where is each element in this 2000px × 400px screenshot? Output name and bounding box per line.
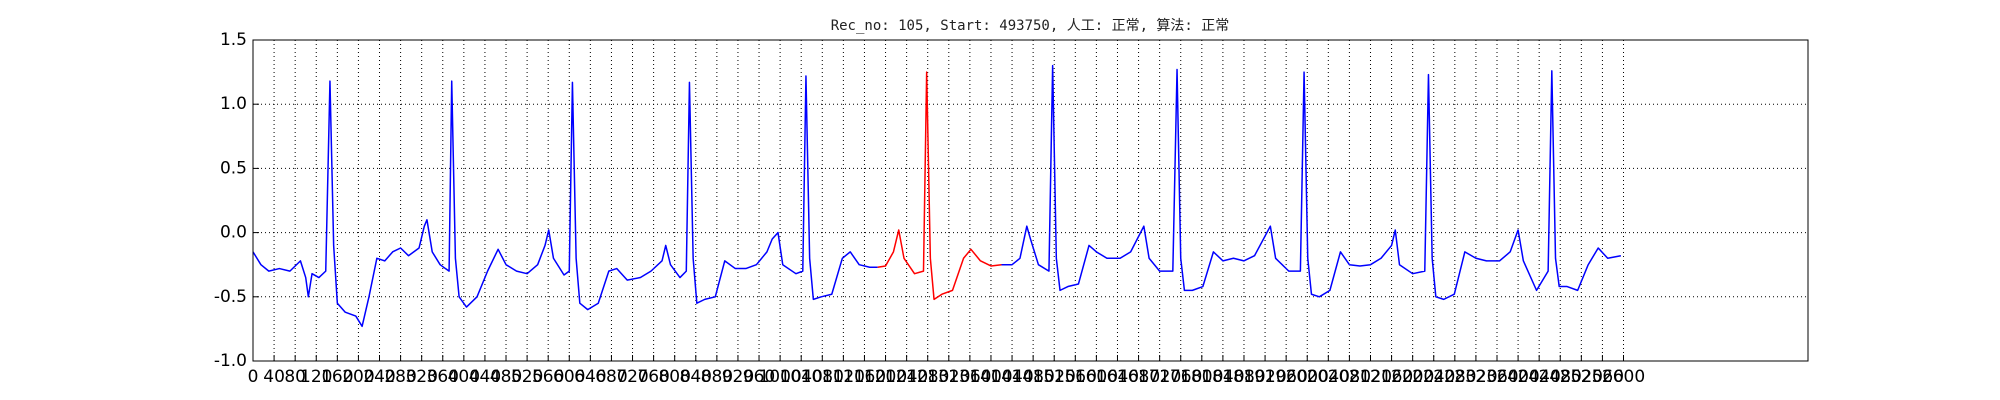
x-tick-label: 2120 xyxy=(1349,367,1392,387)
x-tick-label: 1920 xyxy=(1243,367,1286,387)
x-tick-label: 360 xyxy=(427,367,459,387)
x-tick-label: 240 xyxy=(363,367,395,387)
y-tick-label: -1.0 xyxy=(214,351,247,371)
x-tick-label: 1880 xyxy=(1222,367,1265,387)
x-tick-label: 480 xyxy=(490,367,522,387)
x-tick-label: 40 xyxy=(263,367,285,387)
x-tick-label: 2520 xyxy=(1560,367,1603,387)
x-tick-label: 560 xyxy=(532,367,564,387)
x-tick-label: 2600 xyxy=(1602,367,1645,387)
x-tick-label: 2040 xyxy=(1307,367,1350,387)
y-tick-label: 0.0 xyxy=(220,223,247,243)
x-tick-label: 1200 xyxy=(864,367,907,387)
x-tick-label: 1680 xyxy=(1117,367,1160,387)
x-tick-label: 1640 xyxy=(1096,367,1139,387)
x-tick-label: 1000 xyxy=(758,367,801,387)
x-tick-label: 1080 xyxy=(801,367,844,387)
x-tick-label: 960 xyxy=(743,367,775,387)
x-tick-label: 880 xyxy=(701,367,733,387)
x-tick-label: 1320 xyxy=(927,367,970,387)
x-tick-label: 2160 xyxy=(1370,367,1413,387)
x-tick-label: 2320 xyxy=(1454,367,1497,387)
y-tick-label: 1.5 xyxy=(220,30,247,50)
x-tick-label: 440 xyxy=(469,367,501,387)
x-tick-label: 1160 xyxy=(843,367,886,387)
y-tick-label: 0.5 xyxy=(220,158,247,178)
x-tick-label: 2080 xyxy=(1328,367,1371,387)
x-tick-label: 0 xyxy=(248,367,259,387)
x-tick-label: 1120 xyxy=(822,367,865,387)
x-tick-label: 120 xyxy=(300,367,332,387)
x-tick-label: 1240 xyxy=(885,367,928,387)
x-tick-label: 1720 xyxy=(1138,367,1181,387)
x-tick-label: 2560 xyxy=(1581,367,1624,387)
x-tick-label: 1280 xyxy=(906,367,949,387)
x-tick-label: 1840 xyxy=(1201,367,1244,387)
x-tick-label: 1800 xyxy=(1180,367,1223,387)
x-tick-label: 1520 xyxy=(1033,367,1076,387)
x-tick-label: 2360 xyxy=(1475,367,1518,387)
x-tick-label: 520 xyxy=(511,367,543,387)
x-tick-label: 1400 xyxy=(969,367,1012,387)
x-tick-label: 920 xyxy=(722,367,754,387)
x-tick-label: 400 xyxy=(448,367,480,387)
x-tick-label: 1760 xyxy=(1159,367,1202,387)
plot-frame xyxy=(252,39,1809,362)
x-tick-label: 1440 xyxy=(990,367,1033,387)
x-tick-label: 760 xyxy=(637,367,669,387)
x-tick-label: 1960 xyxy=(1265,367,1308,387)
x-tick-label: 1480 xyxy=(1012,367,1055,387)
x-tick-label: 600 xyxy=(553,367,585,387)
x-tick-label: 2400 xyxy=(1496,367,1539,387)
x-tick-label: 280 xyxy=(384,367,416,387)
x-tick-label: 2200 xyxy=(1391,367,1434,387)
x-tick-label: 320 xyxy=(405,367,437,387)
x-tick-label: 1600 xyxy=(1075,367,1118,387)
x-tick-label: 80 xyxy=(284,367,306,387)
ecg-line xyxy=(877,71,1002,301)
x-tick-label: 2440 xyxy=(1518,367,1561,387)
y-tick-label: -0.5 xyxy=(214,287,247,307)
x-tick-label: 2000 xyxy=(1286,367,1329,387)
x-tick-label: 720 xyxy=(616,367,648,387)
x-tick-label: 640 xyxy=(574,367,606,387)
x-tick-label: 680 xyxy=(595,367,627,387)
x-tick-label: 2240 xyxy=(1412,367,1455,387)
x-tick-label: 1560 xyxy=(1054,367,1097,387)
x-tick-label: 840 xyxy=(680,367,712,387)
x-tick-label: 2480 xyxy=(1539,367,1582,387)
x-tick-label: 1360 xyxy=(948,367,991,387)
chart-title: Rec_no: 105, Start: 493750, 人工: 正常, 算法: … xyxy=(831,18,1230,34)
x-tick-label: 1040 xyxy=(780,367,823,387)
ecg-line xyxy=(252,64,1622,328)
x-tick-label: 800 xyxy=(658,367,690,387)
x-tick-label: 160 xyxy=(321,367,353,387)
x-tick-label: 200 xyxy=(342,367,374,387)
x-tick-label: 2280 xyxy=(1433,367,1476,387)
y-tick-label: 1.0 xyxy=(220,94,247,114)
